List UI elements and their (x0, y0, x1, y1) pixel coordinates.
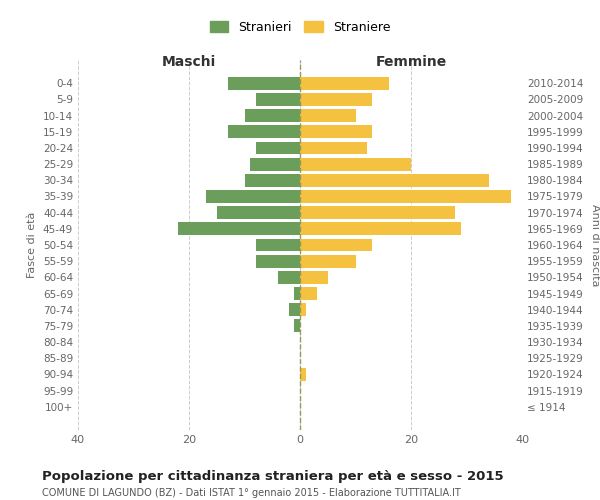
Legend: Stranieri, Straniere: Stranieri, Straniere (207, 18, 393, 36)
Bar (300, 109, 355, 122)
Bar (300, 238, 372, 252)
Bar (300, 93, 372, 106)
Y-axis label: Anni di nascita: Anni di nascita (590, 204, 600, 286)
Bar (278, 271, 300, 284)
Bar (300, 174, 489, 187)
Text: Maschi: Maschi (162, 54, 216, 68)
Bar (295, 320, 300, 332)
Y-axis label: Fasce di età: Fasce di età (28, 212, 37, 278)
Bar (245, 109, 300, 122)
Bar (289, 303, 300, 316)
Bar (178, 222, 300, 235)
Bar (300, 158, 411, 170)
Bar (300, 254, 355, 268)
Bar (300, 142, 367, 154)
Text: COMUNE DI LAGUNDO (BZ) - Dati ISTAT 1° gennaio 2015 - Elaborazione TUTTITALIA.IT: COMUNE DI LAGUNDO (BZ) - Dati ISTAT 1° g… (42, 488, 461, 498)
Bar (228, 77, 300, 90)
Bar (228, 126, 300, 138)
Bar (250, 158, 300, 170)
Bar (300, 206, 455, 219)
Bar (256, 142, 300, 154)
Bar (300, 222, 461, 235)
Bar (300, 190, 511, 203)
Text: Femmine: Femmine (376, 54, 446, 68)
Bar (206, 190, 300, 203)
Bar (300, 77, 389, 90)
Bar (256, 238, 300, 252)
Bar (300, 303, 305, 316)
Bar (245, 174, 300, 187)
Text: Popolazione per cittadinanza straniera per età e sesso - 2015: Popolazione per cittadinanza straniera p… (42, 470, 503, 483)
Bar (300, 271, 328, 284)
Bar (300, 368, 305, 381)
Bar (295, 287, 300, 300)
Bar (256, 254, 300, 268)
Bar (256, 93, 300, 106)
Bar (300, 287, 317, 300)
Bar (300, 126, 372, 138)
Bar (217, 206, 300, 219)
